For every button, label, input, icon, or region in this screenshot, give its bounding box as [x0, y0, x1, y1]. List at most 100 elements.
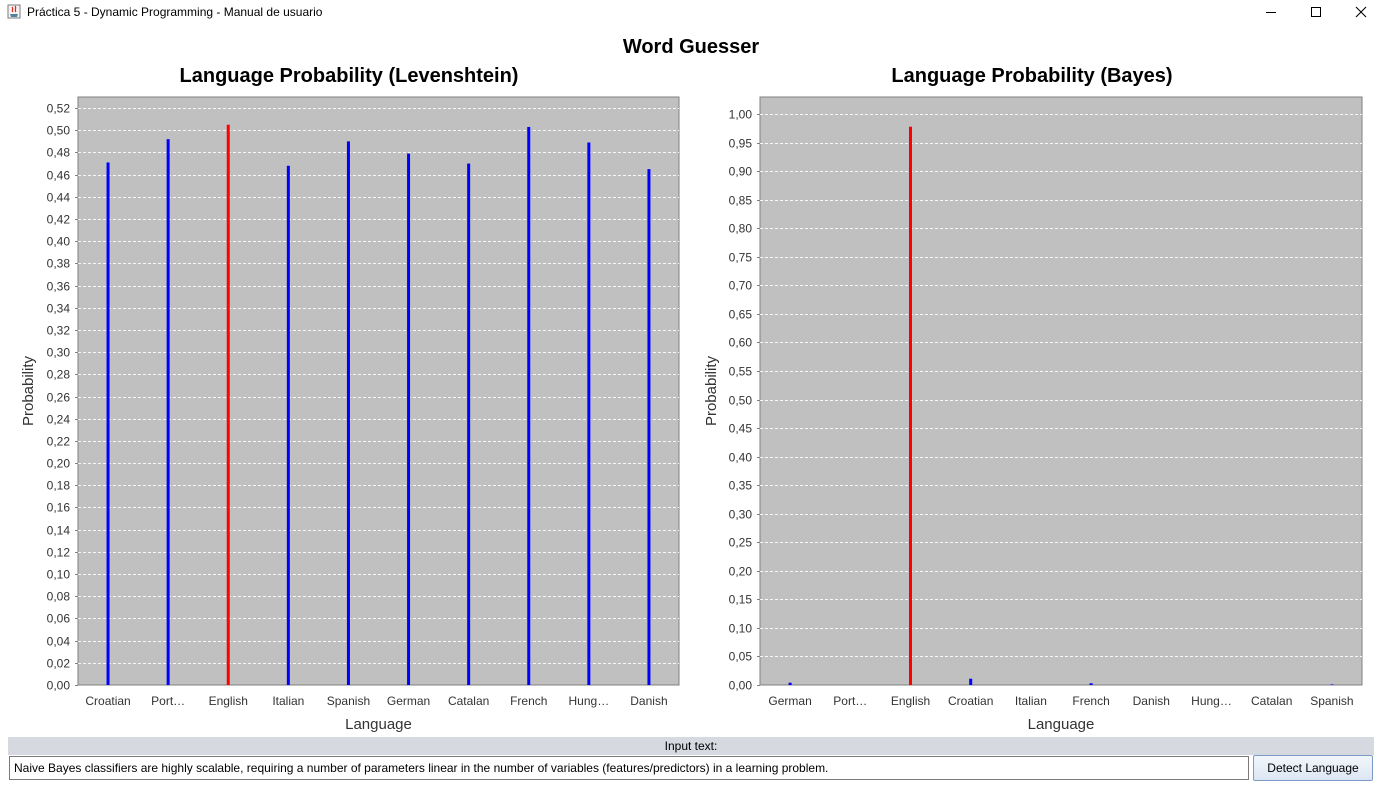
chart-2-ylabel: Probability	[703, 355, 720, 426]
chart-1-category-label: Croatian	[85, 694, 130, 708]
close-button[interactable]	[1338, 0, 1382, 24]
chart-1-bar	[106, 162, 110, 685]
chart-1-category-label: Italian	[272, 694, 304, 708]
chart-1-ytick-label: 0,38	[47, 257, 71, 271]
chart-1-ytick-label: 0,18	[47, 479, 71, 493]
chart-2-ytick-label: 0,65	[729, 308, 753, 322]
chart-1-bar	[226, 124, 230, 686]
maximize-icon	[1311, 7, 1321, 17]
chart-2-ytick-label: 0,75	[729, 251, 753, 265]
chart-1-ytick-label: 0,22	[47, 435, 71, 449]
chart-1-ytick-label: 0,50	[47, 124, 71, 138]
charts-canvas: Language Probability (Levenshtein) 0,00 0,…	[20, 65, 1363, 733]
chart-2-ytick-label: 0,15	[729, 593, 753, 607]
chart-2-ytick-label: 0,40	[729, 451, 753, 465]
chart-2-ytick-label: 0,10	[729, 622, 753, 636]
chart-2-ytick-label: 0,50	[729, 394, 753, 408]
chart-1-ytick-label: 0,44	[47, 191, 71, 205]
chart-1-bar	[166, 139, 170, 685]
chart-2-ytick-label: 0,05	[729, 650, 753, 664]
close-icon	[1355, 6, 1367, 18]
chart-2-ytick-label: 0,20	[729, 565, 753, 579]
chart-1-ytick-label: 0,32	[47, 324, 71, 338]
chart-2-category-label: English	[891, 694, 930, 708]
chart-1-ytick-label: 0,48	[47, 146, 71, 160]
chart-2-category-label: Italian	[1015, 694, 1047, 708]
chart-1-ytick-label: 0,20	[47, 457, 71, 471]
chart-1-ytick-label: 0,10	[47, 568, 71, 582]
chart-2-ytick-label: 0,70	[729, 279, 753, 293]
chart-1-bar	[346, 141, 350, 685]
app-title: Word Guesser	[622, 36, 760, 58]
chart-1-bar	[527, 126, 531, 686]
chart-2-bar	[1330, 684, 1334, 685]
chart-1-ytick-label: 0,52	[47, 102, 71, 116]
chart-2-category-label: Spanish	[1310, 694, 1353, 708]
minimize-icon	[1266, 12, 1276, 13]
chart-1-ytick-label: 0,02	[47, 657, 71, 671]
chart-1-ytick-label: 0,14	[47, 524, 71, 538]
chart-2-ytick-label: 0,60	[729, 336, 753, 350]
chart-1-category-label: German	[387, 694, 430, 708]
chart-2-ytick-label: 0,85	[729, 194, 753, 208]
chart-2-ytick-label: 0,25	[729, 536, 753, 550]
chart-2-ytick-label: 1,00	[729, 108, 753, 122]
chart-2-ytick-label: 0,90	[729, 165, 753, 179]
chart-2-ytick-label: 0,80	[729, 222, 753, 236]
chart-1-bar	[587, 142, 591, 685]
chart-2-ytick-label: 0,95	[729, 137, 753, 151]
chart-1-category-label: Danish	[630, 694, 667, 708]
chart-2-category-label: Croatian	[948, 694, 993, 708]
java-app-icon	[7, 4, 21, 19]
chart-1-category-label: French	[510, 694, 547, 708]
chart-1-ytick-label: 0,42	[47, 213, 71, 227]
chart-1-ytick-label: 0,40	[47, 235, 71, 249]
chart-2-bar	[1089, 683, 1093, 685]
chart-1-ytick-label: 0,24	[47, 413, 71, 427]
chart-1-bar	[467, 163, 471, 685]
chart-2-category-label: Port…	[833, 694, 867, 708]
chart-1-category-label: Port…	[151, 694, 185, 708]
chart-1-bar	[647, 169, 651, 685]
chart-1-ytick-label: 0,26	[47, 391, 71, 405]
chart-2-plot-area	[759, 96, 1363, 686]
chart-1-ytick-label: 0,04	[47, 635, 71, 649]
chart-1-ytick-label: 0,30	[47, 346, 71, 360]
maximize-button[interactable]	[1293, 0, 1339, 24]
chart-1-ytick-label: 0,34	[47, 302, 71, 316]
chart-2-title: Language Probability (Bayes)	[891, 65, 1172, 87]
chart-2-xlabel: Language	[1028, 716, 1095, 733]
chart-2-bar	[788, 682, 792, 685]
input-label: Input text:	[664, 739, 718, 753]
chart-1-category-label: English	[209, 694, 248, 708]
chart-2-category-label: Hung…	[1191, 694, 1232, 708]
chart-1-xlabel: Language	[345, 716, 412, 733]
chart-1-ytick-label: 0,46	[47, 169, 71, 183]
chart-1-ytick-label: 0,36	[47, 280, 71, 294]
text-input[interactable]	[9, 756, 1249, 780]
chart-1-ytick-label: 0,08	[47, 590, 71, 604]
chart-1-ytick-label: 0,00	[47, 679, 71, 693]
chart-1-category-label: Catalan	[448, 694, 489, 708]
chart-1-ylabel: Probability	[20, 355, 37, 426]
chart-2-category-label: German	[768, 694, 811, 708]
chart-2-ytick-label: 0,30	[729, 508, 753, 522]
chart-1-ytick-label: 0,16	[47, 501, 71, 515]
chart-2-category-label: Danish	[1133, 694, 1170, 708]
chart-1-bar	[407, 153, 411, 686]
minimize-button[interactable]	[1248, 0, 1294, 24]
chart-1-title: Language Probability (Levenshtein)	[180, 65, 519, 87]
chart-2-ytick-label: 0,35	[729, 479, 753, 493]
chart-2-category-label: French	[1072, 694, 1109, 708]
chart-1-category-label: Spanish	[327, 694, 370, 708]
chart-2-bar	[969, 678, 973, 685]
chart-2-ytick-label: 0,55	[729, 365, 753, 379]
detect-language-button[interactable]: Detect Language	[1253, 755, 1373, 781]
chart-1-ytick-label: 0,06	[47, 612, 71, 626]
chart-2-ytick-label: 0,00	[729, 679, 753, 693]
chart-2-ytick-label: 0,45	[729, 422, 753, 436]
title-bar: Práctica 5 - Dynamic Programming - Manua…	[0, 0, 1382, 24]
input-label-bar: Input text:	[8, 737, 1374, 755]
chart-1-plot-area	[77, 96, 680, 686]
chart-1-category-label: Hung…	[569, 694, 610, 708]
